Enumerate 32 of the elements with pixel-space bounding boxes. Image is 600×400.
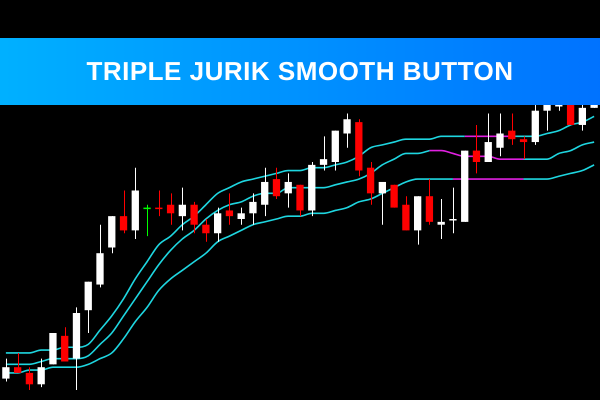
- candlestick: [578, 104, 586, 132]
- candlestick: [226, 192, 234, 226]
- candlestick: [190, 201, 198, 234]
- candlestick: [202, 218, 210, 242]
- candlestick: [261, 167, 268, 217]
- candlestick: [520, 136, 528, 160]
- candlestick: [143, 204, 151, 237]
- candlestick: [320, 136, 328, 172]
- candlestick: [166, 192, 174, 226]
- candlestick: [272, 167, 280, 200]
- candlestick: [14, 352, 22, 374]
- candlestick: [120, 190, 128, 234]
- candlestick: [284, 172, 292, 208]
- candlestick: [249, 192, 257, 226]
- candlestick: [508, 113, 516, 146]
- candlestick: [38, 358, 45, 388]
- candlestick: [178, 187, 186, 231]
- candlestick: [472, 124, 480, 174]
- candlestick: [566, 104, 574, 126]
- candlestick: [26, 366, 34, 390]
- candlestick: [496, 113, 504, 157]
- chart-title: TRIPLE JURIK SMOOTH BUTTON: [86, 56, 514, 87]
- candlestick: [378, 181, 386, 226]
- candlestick: [543, 104, 551, 132]
- candlestick: [238, 207, 245, 226]
- candlestick: [449, 187, 457, 234]
- candlestick: [214, 207, 222, 242]
- candlestick: [155, 190, 162, 217]
- candlestick: [438, 198, 445, 240]
- candlestick: [343, 113, 351, 148]
- candlestick: [2, 358, 10, 382]
- candlestick: [484, 113, 492, 162]
